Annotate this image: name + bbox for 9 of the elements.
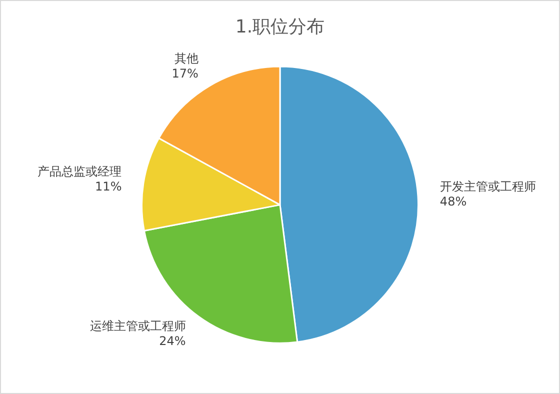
slice-label: 其他 [174, 51, 198, 66]
data-label: 24% [159, 334, 186, 348]
data-label: 11% [95, 179, 122, 194]
slice-label: 产品总监或经理 [38, 164, 122, 178]
slice-label: 运维主管或工程师 [90, 319, 186, 334]
slice-label: 开发主管或工程师 [440, 179, 536, 194]
data-label: 17% [172, 66, 198, 80]
data-label: 48% [440, 194, 467, 208]
chart-title: 1.职位分布 [235, 16, 325, 38]
